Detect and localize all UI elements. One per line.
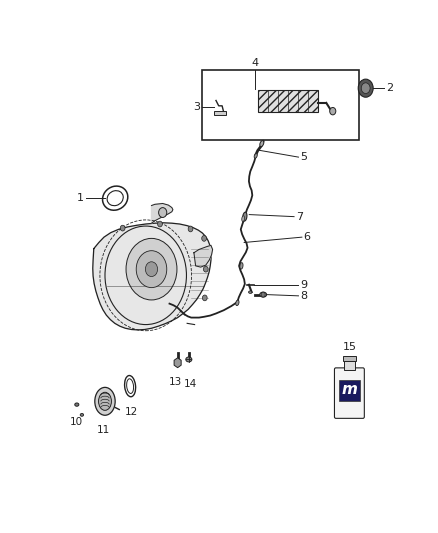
Circle shape: [261, 292, 265, 297]
Circle shape: [120, 225, 125, 231]
Circle shape: [361, 83, 370, 93]
Ellipse shape: [75, 403, 79, 406]
Polygon shape: [93, 223, 211, 330]
Circle shape: [202, 236, 206, 241]
Text: 7: 7: [296, 212, 303, 222]
Polygon shape: [152, 204, 173, 223]
Bar: [339, 380, 360, 401]
Text: 6: 6: [304, 232, 311, 242]
Bar: [344, 361, 355, 369]
Ellipse shape: [249, 291, 252, 293]
Ellipse shape: [260, 141, 264, 147]
Circle shape: [203, 266, 208, 272]
Ellipse shape: [80, 414, 84, 416]
Text: 13: 13: [170, 377, 183, 387]
Text: 2: 2: [386, 83, 393, 93]
Circle shape: [136, 251, 167, 288]
Ellipse shape: [254, 154, 257, 158]
Circle shape: [330, 108, 336, 115]
Circle shape: [202, 295, 207, 301]
Ellipse shape: [107, 191, 123, 206]
Circle shape: [159, 207, 167, 217]
Text: 15: 15: [343, 342, 357, 352]
FancyBboxPatch shape: [335, 368, 364, 418]
Circle shape: [145, 262, 158, 277]
Ellipse shape: [186, 357, 192, 362]
Ellipse shape: [236, 300, 239, 305]
Circle shape: [188, 226, 193, 232]
Text: 4: 4: [251, 58, 258, 68]
Text: 12: 12: [125, 407, 138, 417]
Bar: [258, 90, 318, 112]
Polygon shape: [194, 245, 212, 267]
Bar: [202, 70, 359, 140]
Ellipse shape: [127, 379, 134, 393]
Text: m: m: [342, 382, 357, 397]
Text: 11: 11: [97, 425, 110, 435]
Text: 5: 5: [300, 152, 307, 162]
Text: 3: 3: [193, 102, 200, 112]
Ellipse shape: [99, 392, 111, 410]
Circle shape: [158, 221, 162, 227]
Text: 14: 14: [184, 379, 197, 389]
Ellipse shape: [260, 292, 267, 297]
Text: 8: 8: [300, 291, 307, 301]
Ellipse shape: [243, 212, 247, 221]
Bar: [214, 111, 226, 115]
Text: 1: 1: [77, 193, 84, 203]
Text: 9: 9: [300, 280, 307, 290]
Ellipse shape: [242, 216, 244, 222]
Circle shape: [358, 79, 373, 97]
Ellipse shape: [95, 387, 115, 415]
Bar: [343, 357, 356, 361]
Ellipse shape: [240, 263, 243, 269]
Text: 10: 10: [70, 417, 83, 427]
Circle shape: [126, 238, 177, 300]
